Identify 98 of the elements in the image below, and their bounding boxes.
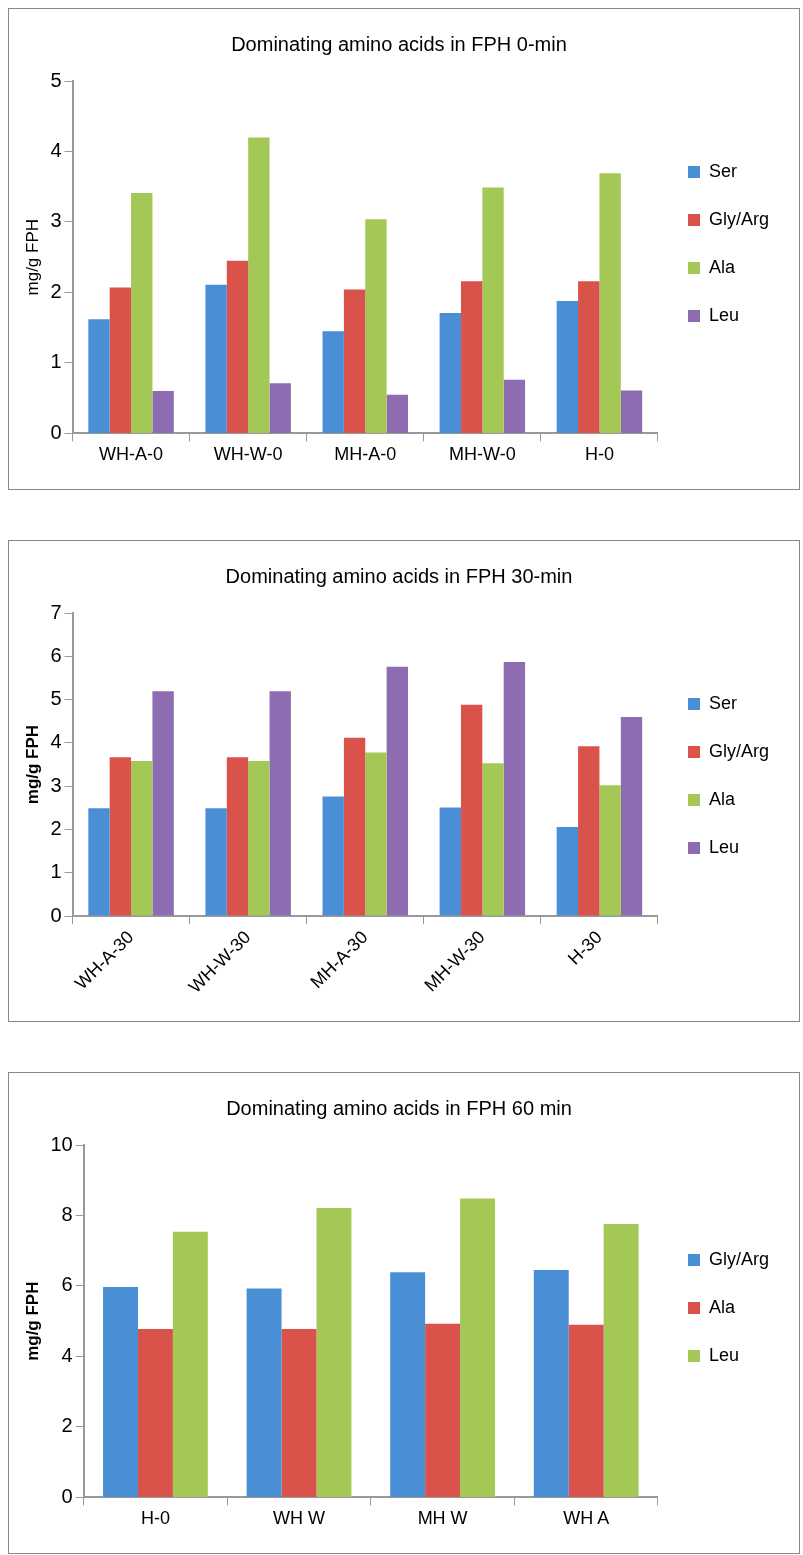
y-tick-label: 0 <box>50 903 62 926</box>
bar <box>205 284 227 433</box>
bar <box>205 808 227 916</box>
bar <box>137 1328 173 1497</box>
bar <box>172 1231 208 1497</box>
y-tick-label: 1 <box>50 860 62 883</box>
legend-label: Ser <box>708 692 737 713</box>
y-tick-label: 2 <box>61 1414 73 1437</box>
bar <box>425 1323 461 1497</box>
y-tick-label: 8 <box>61 1203 73 1225</box>
bar <box>152 391 174 433</box>
y-axis-title: mg/g FPH <box>22 218 42 296</box>
bar <box>88 319 110 433</box>
y-tick-label: 6 <box>50 643 62 666</box>
bar <box>390 1272 426 1497</box>
y-tick-label: 3 <box>50 209 62 232</box>
bar <box>620 716 643 916</box>
bar <box>386 394 408 433</box>
bar <box>226 260 249 433</box>
bar <box>439 807 461 916</box>
legend-label: Ala <box>708 256 736 277</box>
bar <box>226 757 249 916</box>
bar <box>482 763 504 916</box>
y-axis-title: mg/g FPH <box>22 724 42 805</box>
y-tick-label: 5 <box>50 687 62 710</box>
bar <box>343 737 366 916</box>
bar <box>131 761 153 916</box>
bar <box>281 1328 317 1497</box>
x-tick-label: MH-A-0 <box>334 444 397 465</box>
legend-label: Gly/Arg <box>708 208 769 229</box>
bar <box>503 379 526 433</box>
bar <box>103 1287 138 1497</box>
bar <box>599 785 621 916</box>
bar <box>269 383 291 433</box>
bar <box>248 137 270 433</box>
x-tick-label: H-0 <box>140 1508 170 1529</box>
y-tick-label: 1 <box>50 350 62 373</box>
bar <box>109 287 132 433</box>
bar <box>386 666 408 916</box>
bar <box>322 796 344 916</box>
y-tick-label: 0 <box>61 1484 73 1507</box>
chart-title: Dominating amino acids in FPH 30-min <box>225 564 573 587</box>
y-tick-label: 5 <box>50 68 62 91</box>
x-tick-label: WH-A-0 <box>99 444 164 465</box>
x-tick-label: MH W <box>417 1508 468 1529</box>
x-tick-label: H-0 <box>584 444 614 465</box>
bar <box>620 390 643 433</box>
x-tick-label: WH A <box>563 1508 610 1529</box>
legend-label: Ala <box>708 1296 736 1317</box>
bar <box>343 289 366 433</box>
legend-label: Leu <box>708 1344 740 1365</box>
bar <box>131 193 153 433</box>
bar <box>246 1288 282 1497</box>
legend-label: Gly/Arg <box>708 1248 769 1269</box>
bar <box>578 746 600 916</box>
y-tick-label: 10 <box>50 1132 73 1155</box>
bar <box>556 300 579 433</box>
x-tick-label: MH-W-0 <box>449 444 516 465</box>
bar <box>365 752 387 916</box>
x-tick-label: WH-W-0 <box>213 444 283 465</box>
y-tick-label: 6 <box>61 1273 73 1296</box>
y-tick-label: 4 <box>50 730 62 753</box>
bar <box>322 331 344 433</box>
x-tick-label: WH W <box>273 1508 326 1529</box>
bar <box>316 1208 352 1497</box>
bar <box>460 281 483 433</box>
y-tick-label: 0 <box>50 420 62 443</box>
y-tick-label: 4 <box>50 139 62 161</box>
bar <box>482 187 504 433</box>
legend-label: Ser <box>708 160 737 181</box>
legend-label: Leu <box>708 836 740 857</box>
bar <box>578 281 600 433</box>
bar <box>269 691 291 916</box>
y-tick-label: 4 <box>61 1343 73 1366</box>
bar <box>533 1270 569 1497</box>
chart-title: Dominating amino acids in FPH 0-min <box>231 32 567 55</box>
bar <box>599 173 621 433</box>
y-tick-label: 7 <box>50 600 62 623</box>
y-axis-title: mg/g FPH <box>22 1281 42 1361</box>
bar <box>248 761 270 916</box>
bar <box>568 1324 604 1497</box>
bar <box>460 704 483 916</box>
y-tick-label: 2 <box>50 817 62 840</box>
bar <box>109 757 132 916</box>
legend-label: Leu <box>708 304 740 325</box>
y-tick-label: 3 <box>50 773 62 796</box>
bar <box>460 1198 496 1497</box>
bar <box>365 219 387 433</box>
bar <box>439 312 461 433</box>
y-tick-label: 2 <box>50 279 62 302</box>
bar <box>603 1223 639 1497</box>
bar <box>88 808 110 916</box>
bar <box>503 661 526 916</box>
legend-label: Ala <box>708 788 736 809</box>
chart-title: Dominating amino acids in FPH 60 min <box>226 1096 572 1119</box>
bar <box>152 691 174 916</box>
legend-label: Gly/Arg <box>708 740 769 761</box>
bar <box>556 826 579 916</box>
